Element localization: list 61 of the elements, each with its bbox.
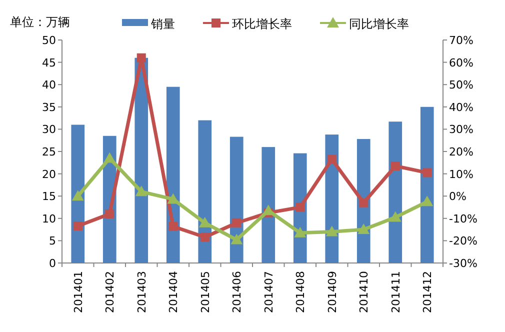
point xyxy=(326,226,338,236)
y2-tick-label: -30% xyxy=(449,257,478,270)
x-tick-label: 201410 xyxy=(358,271,371,313)
point xyxy=(198,216,211,228)
y-tick-label: 50 xyxy=(42,34,56,47)
y-axis-title: 单位：万辆 xyxy=(10,15,70,29)
x-tick-label: 201405 xyxy=(198,271,212,313)
y-tick-label: 25 xyxy=(42,146,56,158)
point xyxy=(294,226,306,238)
x-tick-label: 201404 xyxy=(167,271,180,313)
point xyxy=(389,211,402,222)
y2-tick-label: 20% xyxy=(449,146,474,158)
point xyxy=(73,221,82,230)
point xyxy=(422,168,432,178)
bar xyxy=(262,147,276,263)
point xyxy=(230,234,243,244)
point xyxy=(200,232,210,242)
x-tick-label: 201411 xyxy=(389,271,402,313)
y2-tick-label: 40% xyxy=(449,100,474,114)
legend-label: 环比增长率 xyxy=(232,17,292,31)
y-tick-label: 20 xyxy=(42,168,56,181)
y-tick-label: 35 xyxy=(42,100,56,114)
y-tick-label: 15 xyxy=(42,190,56,204)
y-tick-label: 0 xyxy=(49,257,56,270)
x-tick-label: 201408 xyxy=(294,271,308,313)
legend-label: 同比增长率 xyxy=(349,17,409,31)
x-tick-label: 201407 xyxy=(262,271,276,313)
y2-tick-label: -10% xyxy=(449,212,478,226)
point xyxy=(168,222,178,231)
x-tick-label: 201403 xyxy=(135,271,148,313)
point xyxy=(232,218,242,228)
y-tick-label: 30 xyxy=(42,123,56,136)
x-tick-label: 201409 xyxy=(326,271,339,313)
x-tick-label: 201401 xyxy=(72,271,85,313)
point xyxy=(421,196,434,206)
point xyxy=(296,202,305,212)
point xyxy=(327,154,336,164)
point xyxy=(72,190,84,201)
point xyxy=(358,224,370,234)
y2-tick-label: 50% xyxy=(449,78,474,92)
y-tick-label: 45 xyxy=(42,56,56,70)
point xyxy=(135,186,148,196)
legend-label: 销量 xyxy=(150,17,175,31)
x-tick-label: 201412 xyxy=(421,271,434,313)
y2-tick-label: -20% xyxy=(449,234,478,248)
y2-tick-label: 0% xyxy=(449,190,466,204)
y2-tick-label: 30% xyxy=(449,123,474,136)
point xyxy=(104,152,116,163)
y-tick-label: 40 xyxy=(42,78,56,92)
bar xyxy=(420,106,434,263)
x-tick-label: 201402 xyxy=(104,271,117,313)
point xyxy=(359,198,368,208)
point xyxy=(390,161,400,170)
point xyxy=(105,209,114,218)
point xyxy=(136,53,146,62)
y-tick-label: 5 xyxy=(49,234,56,248)
y2-tick-label: 70% xyxy=(449,34,474,47)
y-tick-label: 10 xyxy=(42,212,56,226)
y2-tick-label: 10% xyxy=(449,168,474,181)
x-tick-label: 201406 xyxy=(230,271,244,313)
y2-tick-label: 60% xyxy=(449,56,474,70)
